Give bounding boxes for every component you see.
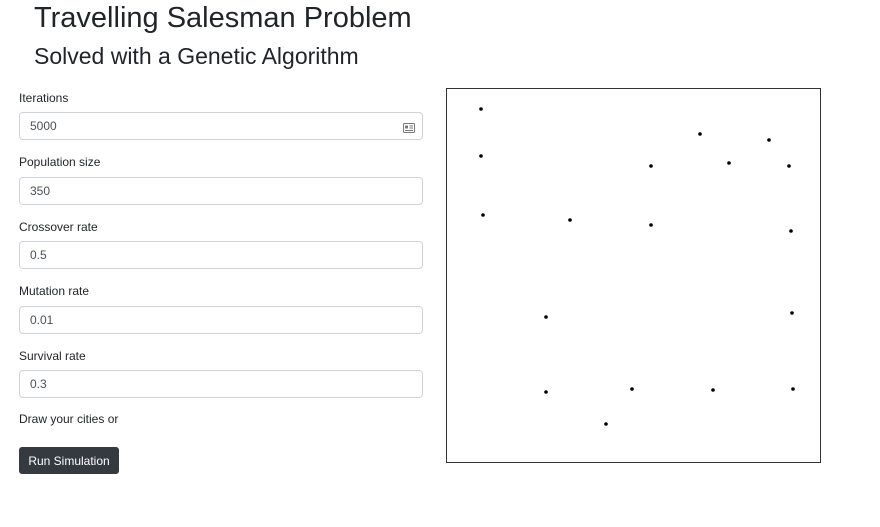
city-point	[481, 213, 485, 217]
iterations-input[interactable]	[19, 112, 423, 140]
city-point	[790, 311, 794, 315]
city-point	[649, 223, 653, 227]
population-label: Population size	[19, 155, 101, 169]
iterations-label: Iterations	[19, 91, 69, 105]
crossover-label: Crossover rate	[19, 220, 98, 234]
page-subtitle: Solved with a Genetic Algorithm	[34, 43, 359, 69]
contact-card-icon[interactable]	[403, 120, 415, 133]
city-point	[479, 107, 483, 111]
population-input[interactable]	[19, 177, 423, 205]
survival-input[interactable]	[19, 370, 423, 398]
city-point	[568, 218, 572, 222]
city-canvas[interactable]	[446, 88, 821, 463]
city-point	[789, 229, 793, 233]
page-title: Travelling Salesman Problem	[34, 2, 412, 34]
city-point	[479, 154, 483, 158]
city-point	[727, 161, 731, 165]
city-point	[698, 132, 702, 136]
draw-cities-prompt: Draw your cities or	[19, 412, 119, 426]
crossover-input[interactable]	[19, 241, 423, 269]
city-point	[544, 390, 548, 394]
city-point	[604, 422, 608, 426]
city-point	[711, 388, 715, 392]
city-canvas-svg[interactable]	[447, 89, 820, 462]
run-simulation-button[interactable]: Run Simulation	[19, 447, 119, 474]
city-point	[767, 138, 771, 142]
mutation-label: Mutation rate	[19, 284, 90, 298]
city-point	[787, 164, 791, 168]
city-point	[630, 387, 634, 391]
city-point	[649, 164, 653, 168]
city-point	[791, 387, 795, 391]
city-point	[544, 315, 548, 319]
mutation-input[interactable]	[19, 306, 423, 334]
survival-label: Survival rate	[19, 349, 86, 363]
